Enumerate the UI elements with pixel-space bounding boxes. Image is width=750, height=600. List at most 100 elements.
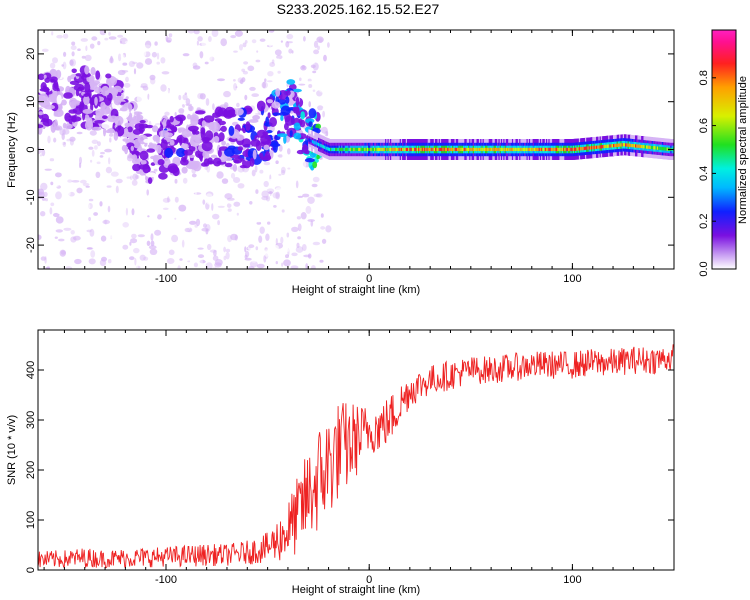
spectrogram-cell [101,85,110,97]
spectrogram-cell [263,254,267,263]
spectrogram-cell [470,147,473,152]
spectrogram-cell [652,146,655,150]
spectrogram-cell [69,58,77,67]
x-tick-label: -100 [155,574,177,586]
spectrogram-cell [283,135,287,144]
spectrogram-cell [213,99,219,105]
spectrogram-cell [135,175,140,179]
spectrogram-cell [322,106,329,112]
spectrogram-cell [113,131,119,141]
spectrogram-cell [331,147,334,152]
spectrogram-cell [85,175,92,179]
spectrogram-cell [472,147,475,152]
spectrogram-cell [168,33,173,38]
spectrogram-cell [133,247,140,254]
spectrogram-cell [223,155,233,162]
spectrogram-cell [239,79,244,85]
spectrogram-cell [204,61,209,65]
spectrogram-cell [519,147,522,152]
spectrogram-cell [234,30,243,37]
spectrogram-cell [48,94,53,99]
spectrogram-cell [226,62,232,68]
spectrogram-cell [606,144,610,148]
spectrogram-cell [485,147,488,152]
spectrogram-cell [91,139,99,144]
spectrogram-cell [218,67,226,70]
spectrogram-cell [67,179,73,183]
spectrogram-cell [616,143,619,147]
spectrogram-cell [221,210,228,218]
spectrogram-cell [476,147,479,152]
spectrogram-cell [157,214,162,220]
spectrogram-cell [85,185,90,188]
spectrogram-cell [130,238,138,244]
spectrogram-cell [348,147,351,152]
spectrogram-cell [102,219,110,225]
spectrogram-cell [605,144,608,148]
spectrogram-cell [510,147,513,152]
spectrogram-cell [448,147,451,152]
spectrogram-cell [266,188,275,194]
spectrogram-cell [97,41,101,46]
spectrogram-cell [230,240,234,248]
spectrogram-cell [656,146,660,150]
spectrogram-cell [160,198,168,202]
spectrogram-cell [132,173,139,181]
spectrogram-cell [38,124,44,129]
spectrogram-cell [69,59,74,66]
spectrogram-cell [530,147,533,152]
spectrogram-cell [152,154,159,163]
spectrogram-cell [255,59,261,63]
spectrogram-cell [426,147,429,152]
spectrogram-cell [587,146,590,150]
spectrogram-cell [266,80,273,83]
spectrogram-cell [143,138,151,143]
spectrogram-cell [162,197,171,203]
spectrogram-cell [285,90,291,96]
spectrogram-cell [102,115,108,120]
spectrogram-cell [184,227,191,233]
spectrogram-cell [53,55,57,62]
spectrogram-cell [447,147,450,152]
spectrogram-cell [314,141,317,145]
spectrogram-cell [594,145,597,149]
spectrogram-cell [64,123,73,130]
spectrogram-cell [156,144,162,154]
spectrogram-cell [318,142,321,147]
spectrogram-cell [61,133,65,140]
spectrogram-cell [248,244,255,249]
spectrogram-cell [431,147,434,152]
spectrogram-cell [486,147,489,152]
spectrogram-cell [211,203,214,211]
spectrogram-cell [256,100,266,112]
spectrogram-cell [653,146,656,150]
spectrogram-cell [388,147,391,152]
spectrogram-cell [230,172,236,179]
spectrogram-cell [552,147,555,152]
spectrogram-cell [104,37,109,41]
spectrogram-cell [454,147,457,152]
spectrogram-cell [216,171,224,179]
spectrogram-cell [70,102,77,109]
spectrogram-cell [188,154,195,158]
spectrogram-cell [528,147,532,152]
spectrogram-cell [372,147,376,152]
spectrogram-cell [405,147,408,152]
spectrogram-cell [558,147,561,152]
spectrogram-cell [291,252,298,257]
spectrogram-cell [175,47,182,53]
spectrogram-cell [311,173,315,178]
spectrogram-cell [414,147,417,152]
spectrogram-cell [88,217,91,221]
spectrogram-cell [208,36,212,42]
spectrogram-cell [425,147,428,152]
spectrogram-cell [319,143,322,147]
spectrogram-cell [468,147,471,152]
spectrogram-cell [67,254,72,262]
spectrogram-cell [386,147,389,152]
spectrogram-cell [421,147,424,152]
spectrogram-cell [624,143,627,147]
spectrogram-cell [614,143,617,148]
spectrogram-cell [288,160,296,167]
x-tick-label: -100 [155,273,177,285]
